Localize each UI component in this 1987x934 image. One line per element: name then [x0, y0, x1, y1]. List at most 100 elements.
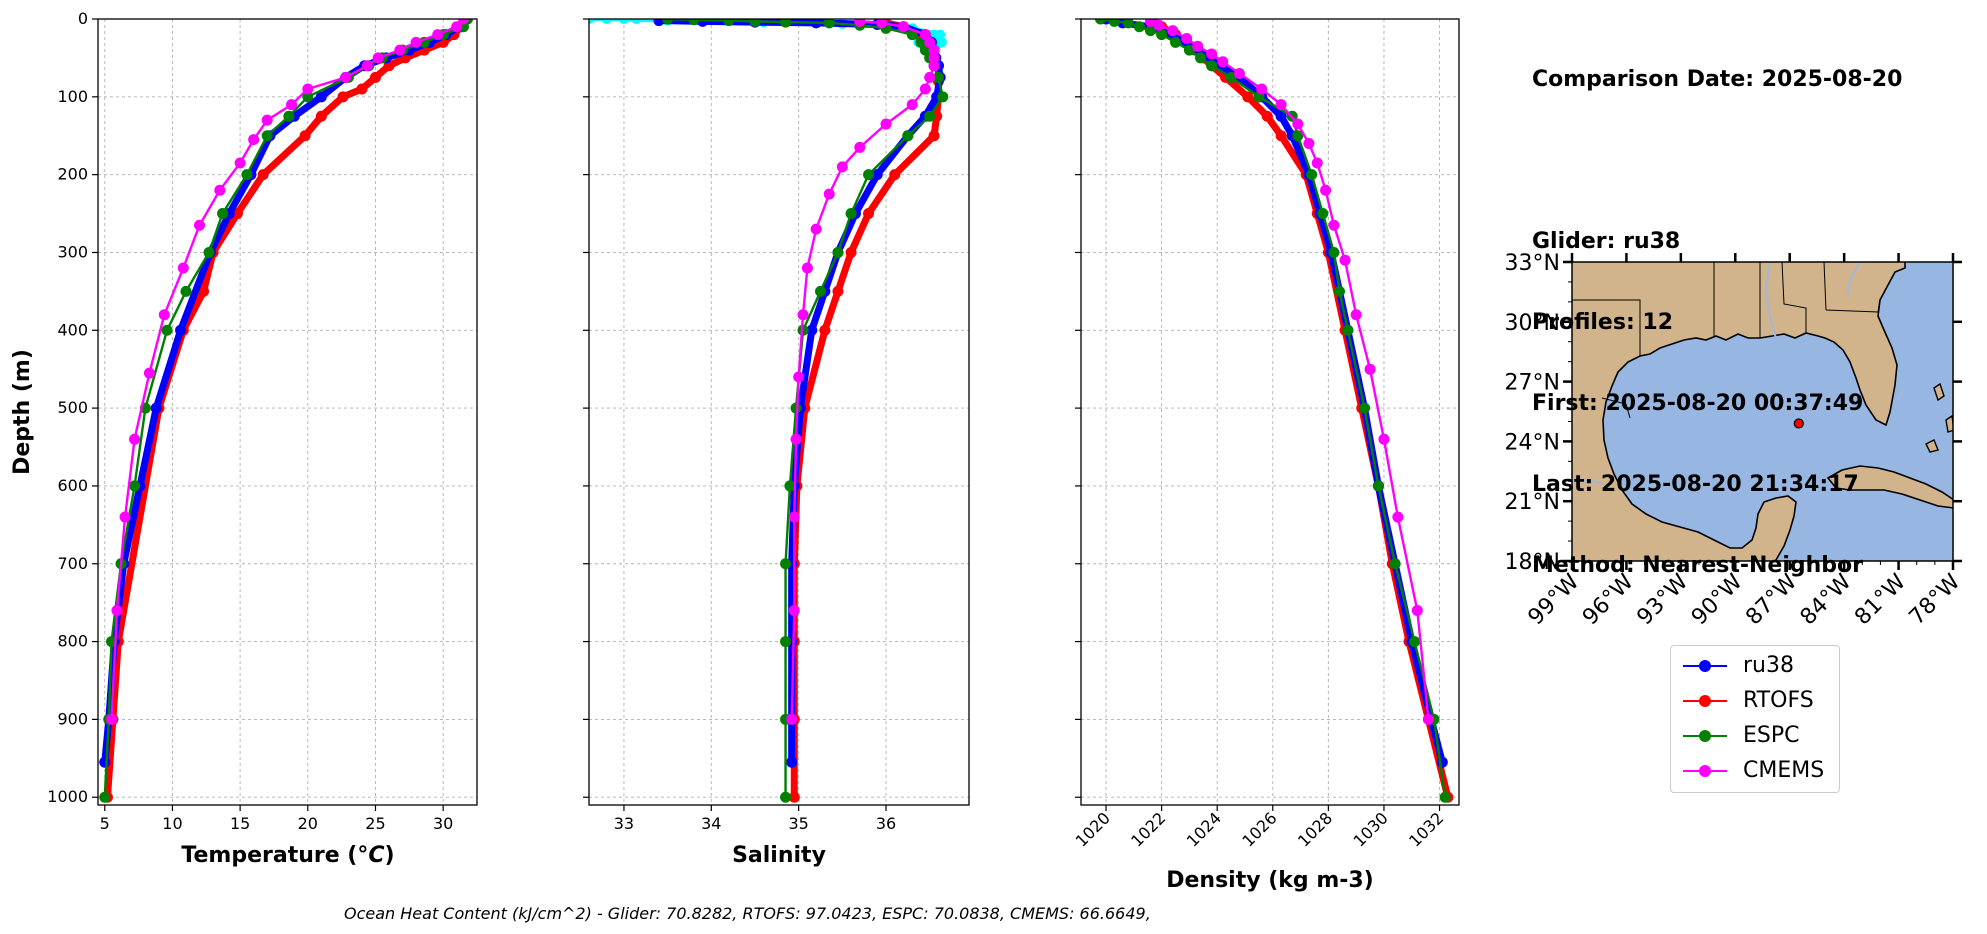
data-point-cmems [928, 44, 940, 56]
legend-marker-espc [1699, 730, 1711, 742]
data-point-espc [780, 636, 792, 648]
info-line-glider: Glider: ru38 [1532, 229, 1681, 254]
data-point-rtofs [928, 130, 940, 142]
x-tick-label: 36 [876, 814, 896, 833]
data-point-espc [780, 791, 792, 803]
data-point-cmems [261, 114, 273, 126]
data-point-espc [1108, 19, 1120, 27]
data-point-cmems [836, 161, 848, 173]
data-point-espc [780, 19, 792, 28]
data-point-rtofs [356, 83, 368, 95]
map-land [1572, 262, 1953, 561]
info-line-date: Comparison Date: 2025-08-20 [1532, 67, 1903, 92]
raw-glider-point [589, 19, 594, 24]
map-lat-label: 33°N [1505, 251, 1560, 276]
data-point-cmems [823, 188, 835, 200]
data-point-cmems [1192, 40, 1204, 52]
data-point-cmems [1328, 219, 1340, 231]
y-tick-label: 400 [57, 320, 88, 339]
data-point-espc [1359, 402, 1370, 414]
data-point-ru38 [653, 19, 665, 27]
data-point-espc [832, 246, 844, 258]
data-point-espc [1156, 29, 1168, 41]
raw-glider-point [936, 37, 947, 48]
data-point-cmems [1311, 157, 1323, 169]
data-point-cmems [1206, 48, 1218, 60]
data-point-espc [1170, 36, 1181, 48]
data-point-cmems [119, 511, 131, 523]
data-point-ru38 [871, 169, 883, 181]
data-point-espc [790, 402, 802, 414]
data-point-ru38 [99, 756, 111, 768]
map-lat-label: 21°N [1505, 490, 1560, 515]
series-line-ru38 [101, 19, 468, 763]
data-point-cmems [194, 219, 206, 231]
data-point-rtofs [832, 285, 844, 297]
data-point-espc [1439, 791, 1451, 803]
x-tick-label: 1026 [1238, 808, 1280, 850]
data-point-rtofs [863, 208, 875, 220]
map-lat-label: 27°N [1505, 371, 1560, 396]
x-tick-label: 10 [162, 814, 182, 833]
legend-label-espc: ESPC [1743, 723, 1800, 748]
data-point-cmems [1153, 19, 1165, 31]
data-point-espc [780, 558, 792, 570]
data-point-cmems [854, 19, 866, 27]
x-tick-label: 1022 [1127, 808, 1169, 850]
data-point-espc [863, 169, 875, 181]
data-point-ru38 [806, 324, 818, 336]
data-point-espc [1195, 52, 1207, 64]
data-point-espc [1206, 60, 1218, 72]
data-point-cmems [788, 604, 800, 616]
density-panel: 1020 1022 1024 1026 1028 1030 1032 [1072, 18, 1460, 851]
data-point-cmems [1392, 511, 1404, 523]
data-point-rtofs [1242, 91, 1254, 103]
legend-label-cmems: CMEMS [1743, 758, 1825, 783]
data-point-cmems [1181, 32, 1193, 44]
x-tick-label: 1020 [1072, 808, 1114, 850]
data-point-rtofs [889, 169, 901, 181]
data-point-rtofs [337, 91, 349, 103]
data-point-cmems [1275, 99, 1287, 111]
raw-glider-point [631, 19, 642, 24]
axes-frame [588, 18, 970, 806]
series-group [589, 19, 949, 803]
data-point-cmems [158, 309, 170, 321]
data-point-espc [161, 324, 173, 336]
map-lat-label: 18°N [1505, 550, 1560, 575]
data-point-rtofs [198, 285, 210, 297]
data-point-espc [1144, 25, 1156, 37]
series-line-cmems [1149, 20, 1430, 720]
data-point-espc [1133, 21, 1145, 33]
data-point-cmems [924, 71, 936, 83]
y-tick-label: 300 [57, 242, 88, 261]
info-line-last: Last: 2025-08-20 21:34:17 [1532, 472, 1859, 497]
data-point-cmems [234, 157, 246, 169]
data-point-espc [302, 91, 314, 103]
map-lat-label: 24°N [1505, 430, 1560, 455]
x-tick-label: 33 [614, 814, 634, 833]
series-line-ru38 [658, 19, 944, 763]
legend-label-ru38: ru38 [1743, 653, 1794, 678]
bahamas-land [1925, 382, 1953, 453]
data-point-cmems [1350, 309, 1362, 321]
data-point-cmems [810, 223, 822, 235]
data-point-cmems [788, 511, 800, 523]
data-point-espc [1389, 558, 1401, 570]
x-tick-label: 35 [788, 814, 808, 833]
data-point-espc [1225, 71, 1237, 83]
ocean-heat-content-footer: Ocean Heat Content (kJ/cm^2) - Glider: 7… [344, 904, 1151, 923]
data-point-cmems [1364, 363, 1376, 375]
data-point-cmems [1320, 184, 1332, 196]
x-axis-label-temperature: Temperature (°C) [181, 843, 394, 868]
x-tick-label: 1024 [1183, 808, 1225, 850]
data-point-espc [723, 19, 735, 27]
data-point-cmems [361, 60, 373, 72]
data-point-espc [688, 19, 700, 26]
data-point-cmems [129, 433, 141, 445]
data-point-cmems [906, 99, 918, 111]
raw-glider-point [601, 19, 612, 24]
series-group [1094, 19, 1454, 803]
x-tick-label: 25 [365, 814, 385, 833]
x-tick-label: 1030 [1350, 808, 1392, 850]
